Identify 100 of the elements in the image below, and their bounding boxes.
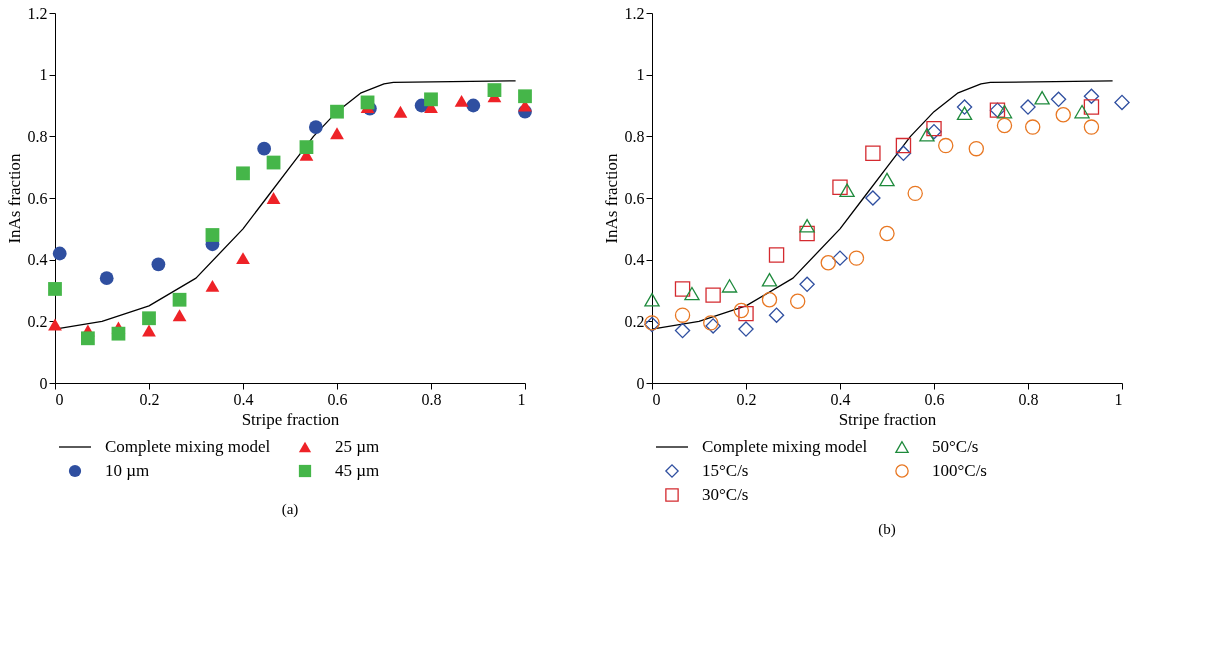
y-tick-label: 0.4 [27, 251, 48, 269]
point [968, 140, 985, 157]
legend-label: 10 µm [105, 461, 150, 480]
point [1055, 107, 1071, 123]
point [308, 120, 323, 134]
point [142, 324, 156, 337]
point [236, 166, 250, 181]
point [789, 293, 806, 309]
point [832, 179, 848, 195]
legend-label: 45 µm [335, 461, 380, 480]
point [799, 218, 815, 233]
point [820, 255, 836, 271]
point [996, 104, 1013, 119]
point [768, 307, 785, 323]
point [674, 307, 691, 323]
y-tick-label: 0.4 [624, 251, 645, 269]
x-axis-title: Stripe fraction [838, 409, 937, 429]
x-tick-label: 1 [1114, 390, 1123, 408]
point [1050, 91, 1067, 108]
point [738, 305, 754, 322]
point [956, 106, 973, 120]
point [1083, 119, 1100, 135]
y-tick-label: 1.2 [624, 4, 645, 22]
point [684, 286, 700, 301]
point [938, 137, 954, 154]
point [466, 98, 481, 113]
point [1024, 119, 1041, 135]
x-tick-label: 0.4 [233, 390, 254, 408]
legend-label: 15°C/s [702, 461, 749, 480]
y-tick-label: 0.6 [27, 189, 48, 207]
point [907, 185, 923, 202]
point [799, 225, 815, 242]
y-tick-label: 0 [636, 374, 645, 392]
legend-label: Complete mixing model [702, 437, 868, 456]
y-tick-label: 0 [39, 374, 48, 392]
point [151, 257, 166, 272]
point [205, 228, 220, 242]
text: (b) [878, 521, 896, 538]
point [865, 190, 881, 206]
point [721, 279, 738, 293]
point [674, 281, 691, 297]
point [865, 145, 881, 162]
point [1083, 99, 1100, 115]
legend-label: Complete mixing model [105, 437, 271, 456]
x-tick-label: 0.2 [139, 390, 160, 408]
point [266, 192, 281, 204]
point [848, 250, 865, 266]
x-tick-label: 0.8 [1018, 390, 1039, 408]
x-tick-label: 0.6 [924, 390, 945, 408]
point [768, 247, 785, 263]
y-tick-label: 0.2 [624, 312, 645, 330]
point [393, 105, 408, 118]
legend-label: 30°C/s [702, 485, 749, 504]
point [956, 99, 973, 115]
legend-label: 100°C/s [932, 461, 987, 480]
x-tick-label: 0.6 [327, 390, 348, 408]
point [919, 128, 935, 142]
point [879, 225, 895, 242]
point [48, 282, 62, 296]
point [799, 276, 815, 293]
x-tick-label: 0.8 [421, 390, 442, 408]
point [236, 252, 250, 265]
point [996, 117, 1013, 134]
point [1020, 99, 1036, 115]
legend-label: 50°C/s [932, 437, 979, 456]
point [518, 89, 532, 104]
point [299, 140, 314, 155]
point [1083, 88, 1100, 104]
point [1114, 94, 1130, 111]
point [895, 137, 912, 154]
x-tick-label: 0 [55, 390, 64, 408]
text: (a) [281, 501, 299, 518]
y-tick-label: 1.2 [27, 4, 48, 22]
y-tick-label: 0.8 [624, 127, 645, 145]
x-tick-label: 0.4 [830, 390, 851, 408]
point [172, 309, 187, 322]
point [48, 318, 62, 331]
point [1074, 104, 1090, 119]
y-axis-title: InAs fraction [4, 152, 24, 244]
point [81, 331, 95, 346]
point [832, 250, 848, 266]
point [761, 272, 778, 287]
y-axis-title: InAs fraction [601, 152, 621, 244]
point [52, 246, 67, 261]
point [733, 302, 750, 319]
point [738, 321, 754, 337]
legend-label: 25 µm [335, 437, 380, 456]
point [424, 92, 438, 107]
y-tick-label: 0.2 [27, 312, 48, 330]
point [487, 83, 502, 97]
point [705, 287, 721, 303]
point [99, 271, 114, 286]
point [257, 141, 272, 156]
point [674, 322, 691, 339]
x-tick-label: 0 [652, 390, 661, 408]
point [879, 172, 895, 187]
x-tick-label: 1 [517, 390, 526, 408]
point [1034, 91, 1050, 105]
point [330, 104, 344, 119]
y-tick-label: 0.6 [624, 189, 645, 207]
